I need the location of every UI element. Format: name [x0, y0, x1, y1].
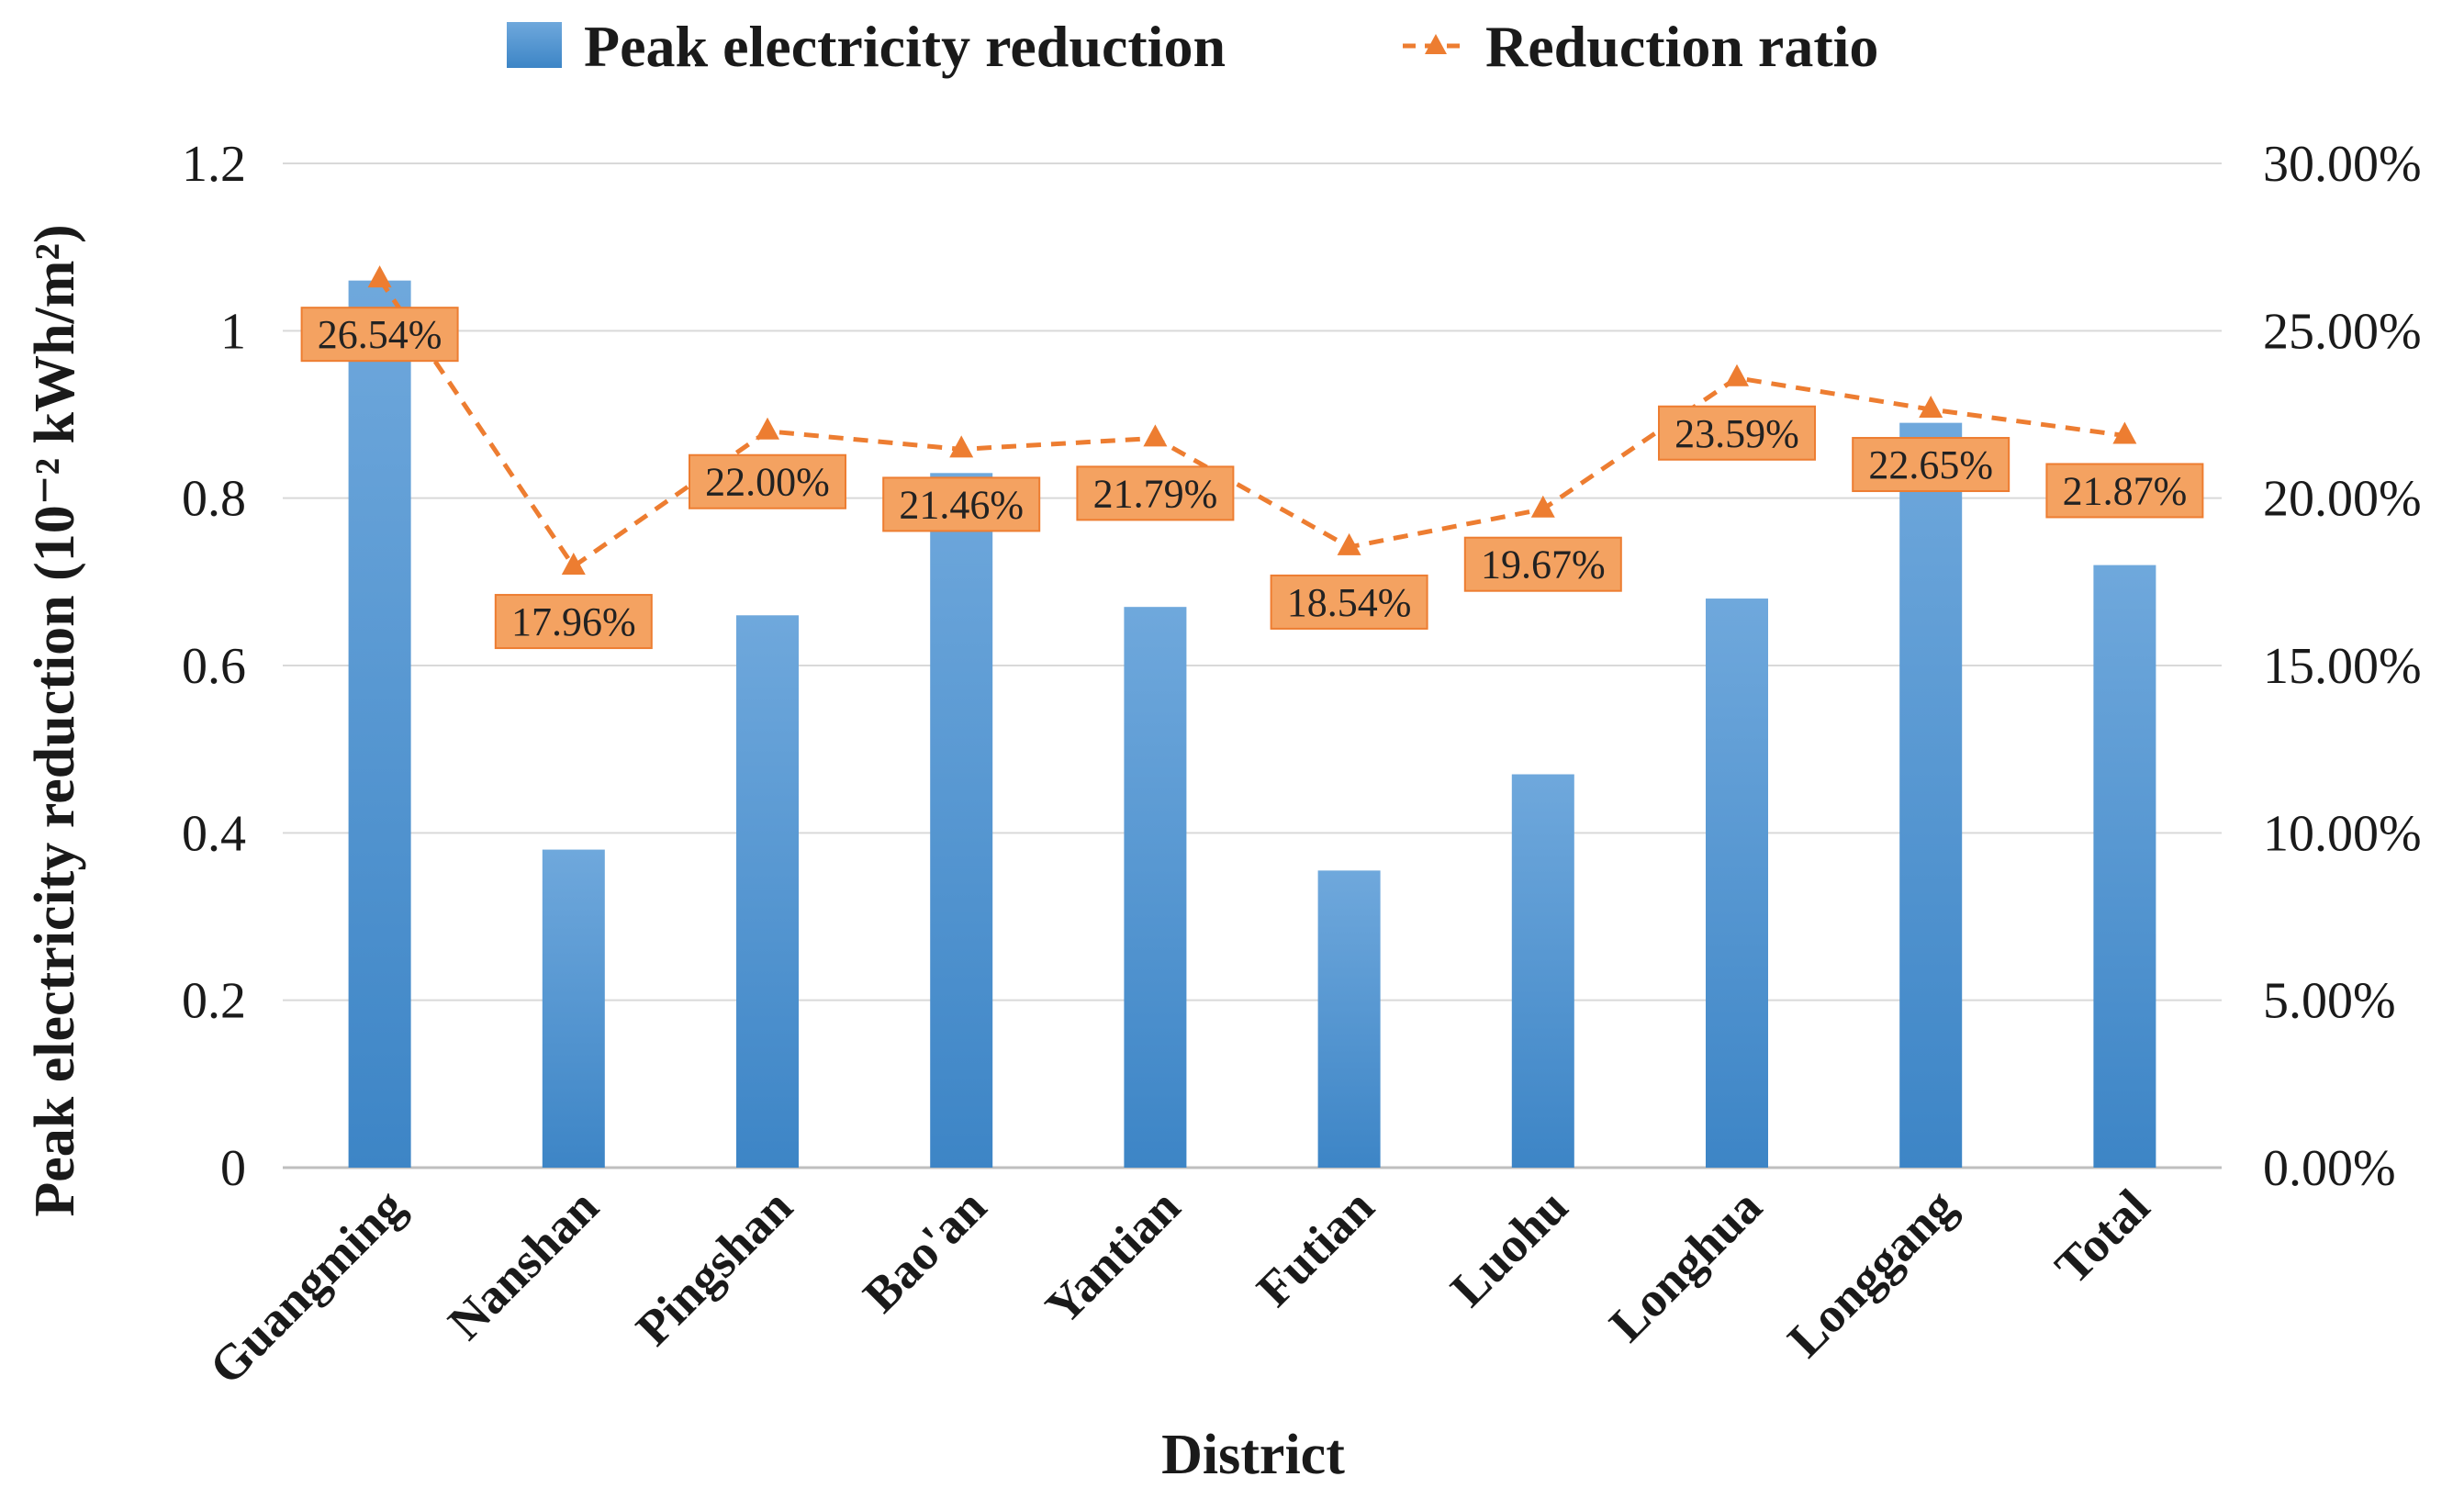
y-tick-label: 0.2 — [182, 973, 246, 1030]
ratio-data-label: 19.67% — [1481, 543, 1606, 587]
x-category-label: Futian — [1246, 1179, 1384, 1317]
bar — [930, 473, 993, 1168]
ratio-label-box — [494, 594, 653, 650]
y-tick-label: 1 — [220, 303, 246, 360]
ratio-label-box — [689, 453, 846, 509]
ratio-point-marker — [2112, 421, 2137, 444]
ratio-label-box — [882, 476, 1041, 532]
ratio-point-marker — [367, 265, 392, 288]
ratio-data-label: 23.59% — [1674, 411, 1799, 456]
y2-tick-label: 0.00% — [2263, 1140, 2396, 1197]
bar — [1511, 774, 1574, 1168]
x-category-label: Longgang — [1777, 1179, 1966, 1368]
y-tick-label: 0.4 — [182, 805, 246, 862]
ratio-point-marker — [561, 553, 586, 576]
ratio-point-marker — [949, 435, 974, 458]
y-axis-title: Peak electricity reduction (10⁻² kWh/m²) — [24, 224, 86, 1216]
ratio-point-marker — [756, 417, 779, 440]
bar — [1706, 598, 1768, 1168]
y-tick-label: 0.6 — [182, 638, 246, 695]
ratio-line-series — [367, 265, 2137, 576]
y2-tick-label: 10.00% — [2263, 805, 2422, 862]
y2-tick-label: 25.00% — [2263, 303, 2422, 360]
x-category-label: Luohu — [1440, 1179, 1579, 1317]
x-axis-category-labels: Guangming Nanshan Pingshan Bao'an Yantian Fut… — [199, 1179, 2160, 1395]
legend-bar-swatch — [507, 22, 562, 68]
ratio-data-label: 26.54% — [318, 312, 442, 357]
bar — [2093, 565, 2156, 1168]
x-category-label: Nanshan — [438, 1179, 610, 1350]
legend-line-label: Reduction ratio — [1485, 14, 1878, 79]
y-tick-label: 0 — [220, 1140, 246, 1197]
ratio-data-label: 18.54% — [1287, 580, 1412, 625]
bar — [542, 849, 605, 1168]
y-tick-label: 0.8 — [182, 471, 246, 528]
ratio-data-label: 17.96% — [511, 599, 636, 644]
bar — [1124, 607, 1187, 1168]
x-category-label: Yantian — [1035, 1179, 1191, 1335]
ratio-label-box — [1076, 465, 1235, 521]
ratio-data-label: 21.46% — [899, 482, 1024, 527]
ratio-data-label: 22.65% — [1868, 442, 1993, 487]
x-category-label: Guangming — [199, 1179, 416, 1395]
ratio-point-marker — [1337, 532, 1361, 555]
y2-tick-label: 5.00% — [2263, 973, 2396, 1030]
ratio-line — [377, 277, 2125, 570]
legend-triangle-marker — [1425, 34, 1447, 54]
ratio-label-box — [1463, 536, 1622, 592]
ratio-point-marker — [1725, 364, 1749, 386]
ratio-data-label: 21.87% — [2063, 468, 2188, 513]
ratio-label-box — [1852, 437, 2010, 493]
ratio-point-marker — [1143, 424, 1168, 447]
ratio-label-box — [1270, 574, 1428, 630]
ratio-data-labels: 26.54% 17.96% 22.00% 21.46% 21.79% 18.54% 19.6… — [300, 307, 2204, 650]
ratio-point-marker — [1919, 396, 1943, 419]
ratio-data-label: 22.00% — [705, 460, 830, 505]
bar-series — [348, 280, 2156, 1169]
y2-axis-ticks: 0.00% 5.00% 10.00% 15.00% 20.00% 25.00% 30.00% — [2263, 136, 2422, 1197]
y-tick-label: 1.2 — [182, 136, 246, 193]
x-category-label: Bao'an — [853, 1179, 997, 1323]
y2-tick-label: 15.00% — [2263, 638, 2422, 695]
x-category-label: Total — [2044, 1179, 2160, 1294]
bar — [1899, 422, 1963, 1168]
ratio-label-box — [2045, 463, 2204, 519]
ratio-data-label: 21.79% — [1093, 471, 1218, 516]
x-category-label: Longhua — [1599, 1179, 1773, 1352]
x-category-label: Pingshan — [625, 1179, 802, 1356]
ratio-label-box — [300, 307, 459, 363]
gridlines — [283, 162, 2222, 1169]
bar — [1317, 870, 1381, 1168]
x-axis-title: District — [1161, 1424, 1345, 1486]
bar — [736, 615, 799, 1168]
ratio-label-box — [1658, 405, 1816, 461]
bar — [348, 280, 411, 1169]
y2-tick-label: 30.00% — [2263, 136, 2422, 193]
y-axis-ticks: 0 0.2 0.4 0.6 0.8 1 1.2 — [182, 136, 246, 1197]
y2-tick-label: 20.00% — [2263, 471, 2422, 528]
ratio-point-marker — [1530, 495, 1555, 518]
legend: Peak electricity reduction Reduction rat… — [507, 14, 1878, 79]
legend-bar-label: Peak electricity reduction — [584, 14, 1226, 79]
